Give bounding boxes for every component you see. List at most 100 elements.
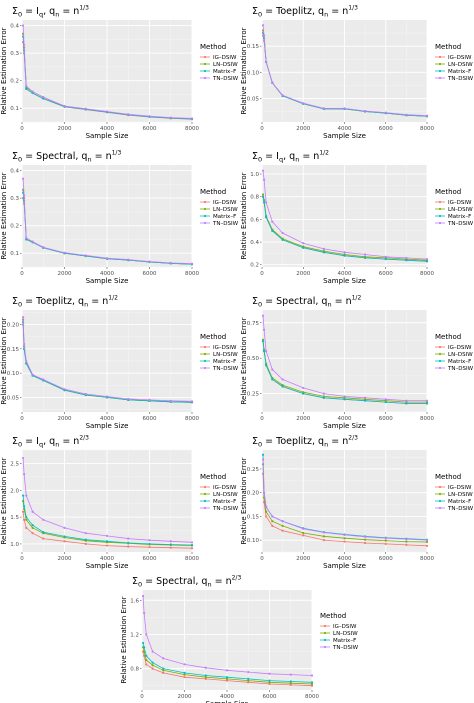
- legend-key-point: [203, 69, 207, 73]
- legend-label: TN–DSIW: [212, 506, 239, 512]
- data-point: [322, 392, 325, 395]
- data-point: [151, 667, 154, 670]
- data-point: [204, 666, 207, 669]
- chart-title-part: 1/3: [348, 5, 358, 12]
- data-point: [322, 396, 325, 399]
- legend-label: Matrix–F: [213, 359, 236, 365]
- data-point: [281, 94, 284, 97]
- data-point: [261, 314, 265, 317]
- chart-title-part: n: [55, 441, 59, 449]
- legend-key-point: [203, 76, 207, 80]
- legend-label: LN–DSIW: [333, 631, 358, 637]
- chart-title-part: Σ: [252, 296, 258, 307]
- legend-key-point: [438, 62, 442, 66]
- data-point: [302, 386, 305, 390]
- chart-title-part: Σ: [132, 576, 138, 587]
- y-tick-label: 0.3: [10, 196, 19, 202]
- legend-key-point: [203, 492, 207, 496]
- data-point: [425, 257, 429, 261]
- data-point: [23, 473, 26, 476]
- legend-key-point: [323, 645, 327, 649]
- data-point: [310, 682, 314, 686]
- x-tick-label: 4000: [338, 126, 352, 132]
- chart-title-part: 0: [18, 301, 22, 309]
- data-point: [127, 541, 130, 544]
- data-point: [190, 117, 194, 120]
- chart-panel: Σ0 = Spectral, qn = n1/30.10.20.30.40 200…: [0, 150, 239, 286]
- y-tick-label: 1.0: [10, 542, 19, 548]
- data-point: [127, 397, 130, 400]
- data-point: [302, 534, 305, 537]
- data-point: [127, 545, 130, 548]
- series-line: [262, 341, 427, 404]
- data-point: [225, 669, 229, 672]
- y-tick-label: 0.4: [10, 169, 19, 175]
- data-point: [364, 541, 367, 545]
- legend-title: Method: [435, 473, 461, 481]
- data-point: [425, 402, 429, 405]
- x-tick-label: 4000: [338, 556, 352, 562]
- data-point: [105, 257, 109, 260]
- chart-panel: Σ0 = Toeplitz, qn = n1/20.050.100.150.20…: [0, 295, 239, 431]
- data-point: [162, 669, 165, 672]
- data-point: [204, 677, 207, 680]
- series-line: [142, 642, 313, 683]
- data-point: [190, 262, 194, 265]
- series-line: [142, 647, 313, 685]
- data-point: [151, 661, 154, 664]
- data-point: [247, 677, 250, 680]
- series-line: [22, 511, 193, 549]
- data-point: [405, 259, 408, 262]
- data-point: [384, 537, 387, 540]
- data-point: [42, 531, 45, 534]
- data-point: [84, 532, 87, 535]
- legend-label: IG–DSIW: [448, 200, 472, 206]
- chart-title-part: = Toeplitz, q: [262, 6, 324, 17]
- data-point: [425, 544, 429, 547]
- legend-key-point: [203, 62, 207, 66]
- data-point: [384, 257, 387, 261]
- data-point: [261, 193, 265, 196]
- chart-panel: Σ0 = Iq, qn = n1/20.20.40.60.81.00 2000 40…: [240, 150, 474, 286]
- data-point: [271, 229, 274, 232]
- data-point: [127, 258, 130, 261]
- x-tick-label: 0: [20, 271, 24, 277]
- chart-panel: Σ0 = Iq, qn = n1/30.10.20.30.40 2000 4000 6…: [0, 5, 239, 141]
- data-point: [84, 107, 87, 110]
- y-tick-label: 0.8: [250, 195, 259, 201]
- y-tick-label: 0.75: [247, 321, 260, 327]
- data-point: [42, 96, 45, 99]
- data-point: [141, 594, 145, 598]
- data-point: [23, 342, 26, 346]
- chart-title-part: Σ: [12, 436, 18, 447]
- data-point: [23, 505, 26, 508]
- x-axis-label: Sample Size: [206, 700, 249, 703]
- data-point: [23, 43, 26, 46]
- data-point: [21, 316, 25, 319]
- data-point: [169, 399, 172, 402]
- data-point: [364, 535, 367, 538]
- data-point: [25, 494, 28, 497]
- y-tick-label: 0.15: [247, 44, 260, 50]
- x-tick-label: 2000: [58, 126, 72, 132]
- y-tick-label: 0.20: [247, 491, 260, 497]
- series-line: [22, 317, 193, 402]
- chart-title-part: 2/3: [79, 435, 89, 442]
- y-tick-label: 0.3: [10, 51, 19, 57]
- data-point: [127, 113, 130, 116]
- data-point: [302, 242, 305, 245]
- legend-label: IG–DSIW: [213, 485, 237, 491]
- data-point: [271, 520, 274, 523]
- y-axis-label: Relative Estimation Error: [0, 172, 8, 259]
- x-tick-label: 0: [20, 556, 24, 562]
- x-tick-label: 4000: [100, 126, 114, 132]
- legend-key-point: [203, 214, 207, 218]
- data-point: [364, 109, 367, 113]
- legend-key-point: [438, 352, 442, 356]
- series-line: [142, 651, 313, 687]
- legend-label: TN–DSIW: [332, 645, 359, 651]
- data-point: [105, 110, 109, 113]
- legend-title: Method: [200, 188, 226, 196]
- data-point: [183, 671, 186, 675]
- legend-key-point: [203, 359, 207, 363]
